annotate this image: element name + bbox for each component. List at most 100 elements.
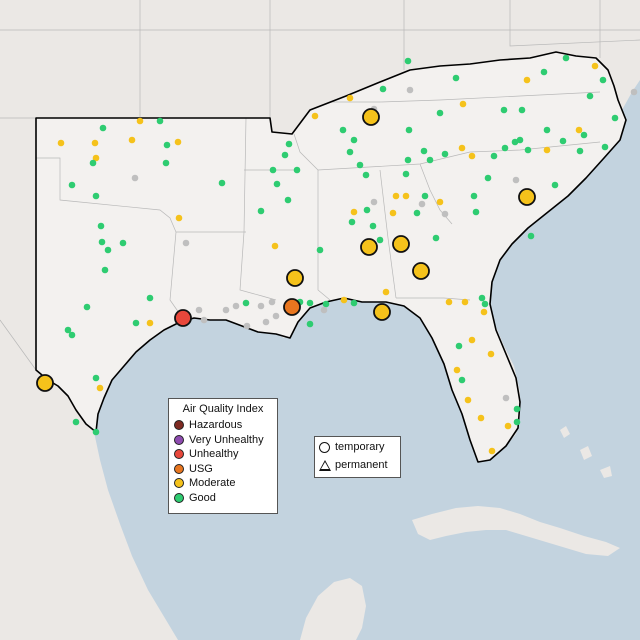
site-marker	[92, 374, 100, 382]
site-marker	[404, 156, 412, 164]
site-type-legend: temporary permanent	[314, 436, 401, 478]
highlighted-site-marker	[36, 374, 54, 392]
site-marker	[468, 336, 476, 344]
site-marker	[284, 196, 292, 204]
site-marker	[293, 166, 301, 174]
site-marker	[418, 200, 426, 208]
site-marker	[350, 299, 358, 307]
site-marker	[200, 316, 208, 324]
site-marker	[156, 117, 164, 125]
site-marker	[575, 126, 583, 134]
site-marker	[57, 139, 65, 147]
site-marker	[182, 239, 190, 247]
legend-label-very-unhealthy: Very Unhealthy	[189, 433, 264, 446]
legend-row-usg: USG	[169, 462, 277, 477]
site-marker	[591, 62, 599, 70]
site-marker	[370, 198, 378, 206]
site-marker	[601, 143, 609, 151]
site-marker	[402, 170, 410, 178]
highlighted-site-marker	[412, 262, 430, 280]
site-marker	[311, 112, 319, 120]
site-marker	[432, 234, 440, 242]
site-marker	[406, 86, 414, 94]
site-marker	[540, 68, 548, 76]
site-marker	[512, 176, 520, 184]
site-marker	[128, 136, 136, 144]
site-marker	[340, 296, 348, 304]
circle-icon	[319, 441, 330, 453]
legend-row-very-unhealthy: Very Unhealthy	[169, 433, 277, 448]
site-marker	[131, 174, 139, 182]
site-marker	[487, 350, 495, 358]
legend-row-unhealthy: Unhealthy	[169, 447, 277, 462]
highlighted-site-marker	[373, 303, 391, 321]
site-marker	[339, 126, 347, 134]
site-marker	[488, 447, 496, 455]
site-marker	[99, 124, 107, 132]
site-marker	[268, 298, 276, 306]
legend-label-temporary: temporary	[335, 441, 385, 453]
site-marker	[281, 151, 289, 159]
site-marker	[92, 192, 100, 200]
site-marker	[468, 152, 476, 160]
site-marker	[484, 174, 492, 182]
site-marker	[257, 207, 265, 215]
site-marker	[262, 318, 270, 326]
site-marker	[348, 218, 356, 226]
site-marker	[379, 85, 387, 93]
site-marker	[356, 161, 364, 169]
site-marker	[175, 214, 183, 222]
site-marker	[306, 299, 314, 307]
aqi-legend-title: Air Quality Index	[182, 403, 264, 415]
site-marker	[89, 159, 97, 167]
legend-label-permanent: permanent	[335, 459, 388, 471]
site-marker	[461, 298, 469, 306]
site-marker	[101, 266, 109, 274]
site-marker	[452, 74, 460, 82]
site-marker	[136, 117, 144, 125]
highlighted-site-marker	[174, 309, 192, 327]
site-marker	[83, 303, 91, 311]
site-marker	[257, 302, 265, 310]
highlighted-site-marker	[518, 188, 536, 206]
site-marker	[195, 306, 203, 314]
legend-row-hazardous: Hazardous	[169, 418, 277, 433]
site-marker	[576, 147, 584, 155]
site-marker	[363, 206, 371, 214]
site-marker	[513, 418, 521, 426]
good-swatch	[174, 492, 184, 503]
site-marker	[518, 106, 526, 114]
site-marker	[174, 138, 182, 146]
site-marker	[478, 294, 486, 302]
highlighted-sites	[36, 108, 536, 392]
site-marker	[551, 181, 559, 189]
site-marker	[218, 179, 226, 187]
site-marker	[163, 141, 171, 149]
site-marker	[490, 152, 498, 160]
legend-row-permanent: permanent	[315, 457, 400, 473]
site-marker	[322, 300, 330, 308]
site-marker	[455, 342, 463, 350]
site-marker	[119, 239, 127, 247]
site-marker	[458, 144, 466, 152]
site-marker	[481, 300, 489, 308]
site-marker	[501, 144, 509, 152]
site-marker	[445, 298, 453, 306]
site-marker	[543, 146, 551, 154]
site-marker	[436, 109, 444, 117]
legend-row-good: Good	[169, 491, 277, 506]
study-region	[36, 52, 626, 462]
site-marker	[402, 192, 410, 200]
site-marker	[242, 299, 250, 307]
site-marker	[480, 308, 488, 316]
site-marker	[502, 394, 510, 402]
site-marker	[382, 288, 390, 296]
site-marker	[404, 57, 412, 65]
site-marker	[362, 171, 370, 179]
site-marker	[453, 366, 461, 374]
site-marker	[316, 246, 324, 254]
site-marker	[285, 140, 293, 148]
site-marker	[389, 209, 397, 217]
site-marker	[392, 192, 400, 200]
